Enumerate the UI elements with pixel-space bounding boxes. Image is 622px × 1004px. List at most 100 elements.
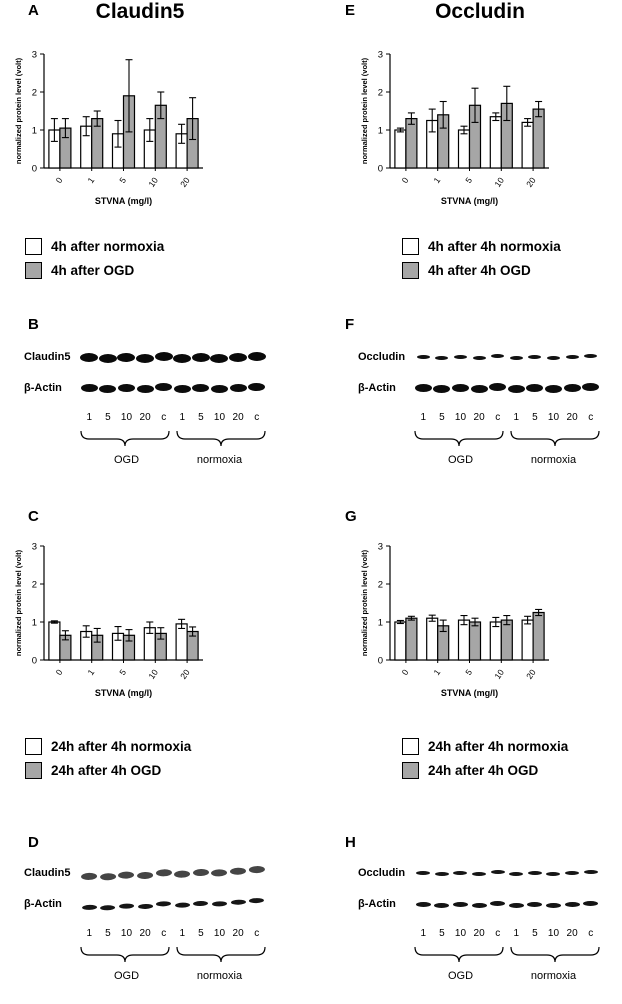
actin-band-row: β-Actin bbox=[24, 381, 274, 395]
legend-label: 24h after 4h normoxia bbox=[428, 739, 569, 754]
lane-label: 5 bbox=[105, 928, 111, 939]
protein-band bbox=[248, 865, 265, 873]
lane-label: 5 bbox=[532, 928, 538, 939]
protein-band bbox=[174, 901, 190, 908]
claudin5-bands bbox=[80, 350, 266, 364]
protein-band bbox=[81, 872, 98, 880]
y-tick-label: 1 bbox=[32, 618, 37, 629]
group-label-ogd: OGD bbox=[113, 454, 140, 466]
protein-band bbox=[471, 902, 487, 908]
panel-letter-a: A bbox=[28, 2, 39, 19]
protein-band bbox=[155, 383, 173, 391]
protein-band bbox=[210, 353, 229, 363]
group-labels: OGD normoxia bbox=[80, 454, 266, 466]
lane-label: c bbox=[588, 928, 594, 939]
bar bbox=[468, 621, 482, 661]
group-label-normoxia: normoxia bbox=[196, 970, 243, 982]
bar bbox=[48, 621, 61, 661]
lane-label: c bbox=[495, 928, 501, 939]
lane-label: 5 bbox=[439, 412, 445, 423]
lane-label: 10 bbox=[454, 412, 467, 423]
bar bbox=[532, 108, 545, 169]
lane-label: 10 bbox=[547, 412, 560, 423]
legend-label: 24h after 4h OGD bbox=[428, 763, 539, 778]
protein-band bbox=[416, 355, 430, 359]
column-title-occludin: Occludin bbox=[435, 0, 525, 23]
lane-label: c bbox=[254, 412, 260, 423]
group-label-ogd: OGD bbox=[113, 970, 140, 982]
protein-band bbox=[509, 872, 524, 876]
protein-band bbox=[248, 383, 266, 391]
bar bbox=[500, 619, 513, 661]
protein-band bbox=[415, 901, 431, 907]
protein-band bbox=[136, 385, 154, 393]
panel-letter-f: F bbox=[345, 316, 355, 333]
protein-band bbox=[453, 871, 468, 875]
legend-occludin-24h: 24h after 4h normoxia 24h after 4h OGD bbox=[402, 738, 568, 786]
actin-label: β-Actin bbox=[358, 382, 396, 394]
lane-label: 20 bbox=[566, 412, 578, 423]
western-blot-occludin-24h: Occludin β-Actin 1 5 10 20 c 1 5 10 20 c OGD norm… bbox=[358, 866, 608, 982]
lane-label: 5 bbox=[198, 928, 204, 939]
x-tick-label: 20 bbox=[178, 667, 192, 681]
protein-band-row: Claudin5 bbox=[24, 350, 274, 364]
panel-letter-c: C bbox=[28, 508, 39, 525]
x-axis-label: STVNA (mg/l) bbox=[441, 196, 498, 206]
x-tick-label: 0 bbox=[400, 175, 411, 185]
lane-label: c bbox=[161, 412, 167, 423]
panel-letter-b: B bbox=[28, 316, 39, 333]
protein-band bbox=[229, 866, 247, 875]
protein-label: Occludin bbox=[358, 867, 406, 879]
protein-band bbox=[544, 385, 562, 393]
legend-claudin5-4h: 4h after normoxia 4h after OGD bbox=[25, 238, 164, 286]
x-tick-label: 10 bbox=[492, 667, 506, 681]
western-blot-claudin5-24h: Claudin5 β-Actin 1 5 10 20 c 1 5 10 20 c OGD norm… bbox=[24, 865, 274, 982]
protein-band bbox=[100, 904, 116, 911]
lane-label: 1 bbox=[420, 412, 427, 423]
legend-swatch-normoxia bbox=[25, 738, 42, 755]
y-tick-label: 0 bbox=[32, 656, 37, 667]
protein-band bbox=[247, 351, 266, 361]
y-tick-label: 3 bbox=[378, 50, 383, 61]
panel-letter-e: E bbox=[345, 2, 356, 19]
y-tick-label: 3 bbox=[32, 50, 37, 61]
protein-band bbox=[211, 900, 228, 907]
x-tick-label: 10 bbox=[146, 175, 160, 189]
column-title-claudin5: Claudin5 bbox=[95, 0, 185, 23]
x-tick-label: 5 bbox=[117, 175, 128, 185]
lane-label: 20 bbox=[139, 928, 151, 939]
lane-label: 10 bbox=[454, 928, 467, 939]
group-labels: OGD normoxia bbox=[414, 454, 600, 466]
legend-item-ogd: 24h after 4h OGD bbox=[402, 762, 568, 779]
protein-band bbox=[211, 868, 228, 877]
bar bbox=[489, 621, 502, 661]
legend-swatch-normoxia bbox=[402, 238, 419, 255]
protein-band bbox=[546, 356, 560, 360]
y-tick-label: 1 bbox=[32, 126, 37, 137]
brace bbox=[80, 430, 170, 447]
protein-band bbox=[80, 384, 98, 392]
brace bbox=[176, 946, 266, 963]
protein-band bbox=[118, 902, 135, 909]
occludin-bands bbox=[414, 866, 600, 880]
protein-band bbox=[470, 385, 488, 393]
protein-band bbox=[452, 901, 468, 907]
protein-band bbox=[137, 903, 153, 909]
legend-item-normoxia: 24h after 4h normoxia bbox=[402, 738, 568, 755]
x-tick-label: 1 bbox=[431, 175, 442, 185]
x-tick-label: 5 bbox=[463, 667, 474, 677]
lane-label: c bbox=[254, 928, 260, 939]
protein-band-row: Occludin bbox=[358, 866, 608, 880]
lane-labels: 1 5 10 20 c 1 5 10 20 c bbox=[414, 412, 600, 423]
protein-band bbox=[174, 869, 191, 878]
protein-band bbox=[117, 352, 136, 362]
legend-swatch-normoxia bbox=[402, 738, 419, 755]
actin-bands bbox=[414, 381, 600, 395]
protein-band bbox=[564, 901, 580, 907]
protein-band bbox=[433, 385, 451, 393]
group-label-normoxia: normoxia bbox=[530, 454, 577, 466]
x-tick-label: 0 bbox=[400, 667, 411, 677]
x-tick-label: 0 bbox=[54, 175, 65, 185]
legend-label: 24h after 4h OGD bbox=[51, 763, 162, 778]
bar bbox=[489, 116, 502, 169]
